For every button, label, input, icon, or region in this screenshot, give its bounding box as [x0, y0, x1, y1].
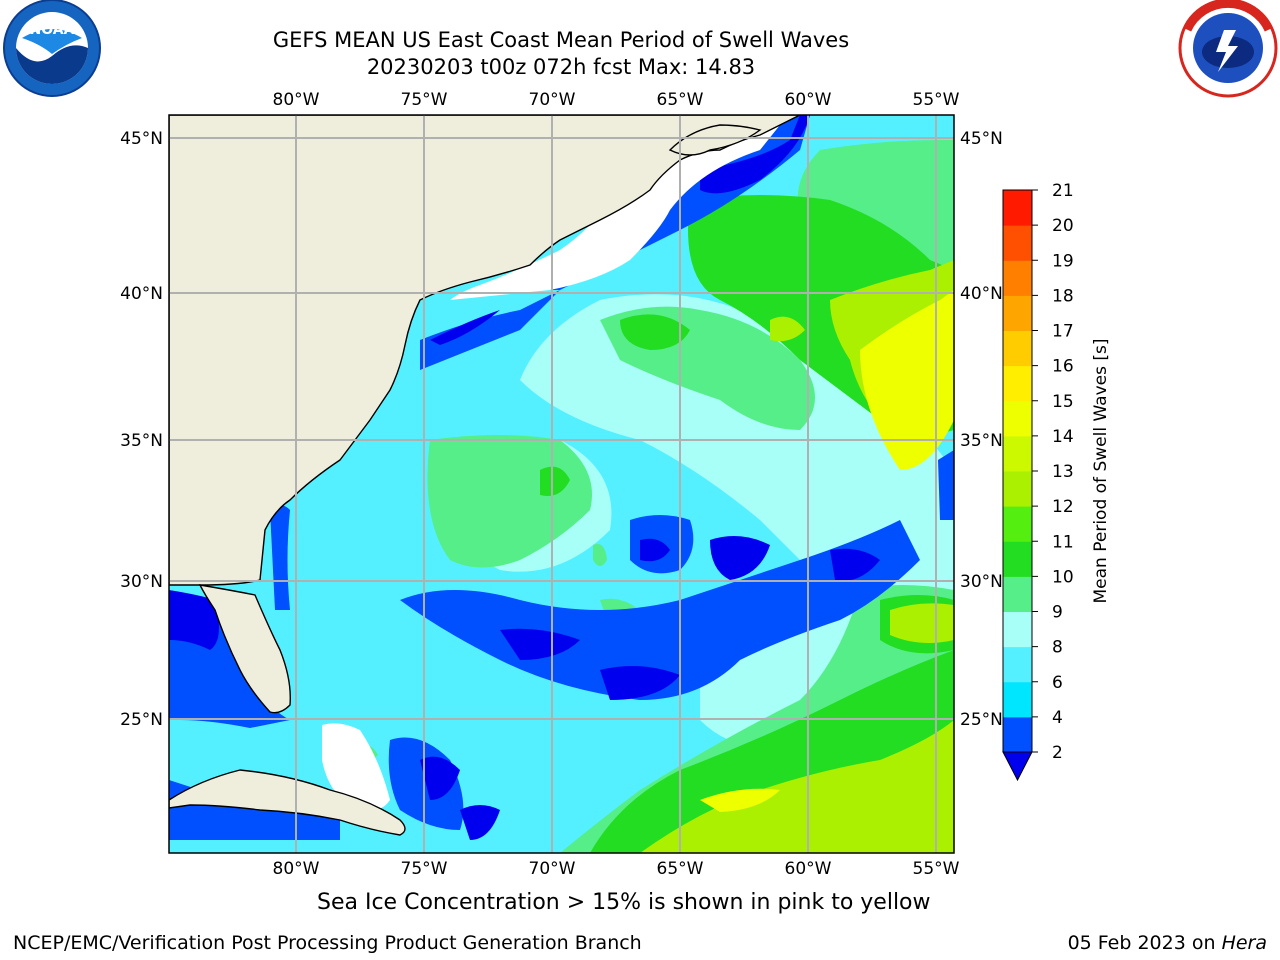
- colorbar-segment: [1003, 400, 1032, 437]
- colorbar-tick-label: 4: [1052, 708, 1063, 728]
- lat-label: 35°N: [960, 431, 1003, 451]
- lon-label: 75°W: [401, 90, 448, 110]
- colorbar-segment: [1003, 295, 1032, 331]
- colorbar-segment: [1003, 541, 1032, 577]
- chart-subtitle: 20230203 t00z 072h fcst Max: 14.83: [366, 55, 756, 79]
- lat-label: 40°N: [960, 284, 1003, 304]
- colorbar-extend-arrow: [1002, 751, 1033, 782]
- lon-label: 80°W: [273, 859, 320, 879]
- colorbar-segment: [1003, 471, 1032, 507]
- lat-label: 30°N: [120, 572, 163, 592]
- colorbar-segment: [1003, 190, 1032, 226]
- colorbar-tick-label: 12: [1052, 497, 1074, 517]
- lon-label: 55°W: [913, 90, 960, 110]
- map-area: [169, 115, 954, 853]
- footer-date-text: 05 Feb 2023 on: [1067, 932, 1222, 954]
- colorbar-tick-label: 11: [1052, 532, 1074, 552]
- lon-labels-top: 80°W 75°W 70°W 65°W 60°W 55°W: [273, 90, 960, 110]
- colorbar-segment: [1003, 330, 1032, 367]
- footer-date: 05 Feb 2023 on Hera: [1068, 932, 1267, 954]
- colorbar-tick-label: 14: [1052, 427, 1074, 447]
- map-frame: [168, 114, 955, 854]
- footer-machine: Hera: [1221, 932, 1267, 954]
- nws-logo: [1178, 0, 1278, 98]
- colorbar-segment: [1003, 260, 1032, 296]
- colorbar-tick-label: 2: [1052, 743, 1063, 763]
- land: [169, 115, 801, 836]
- colorbar-tick-label: 20: [1052, 216, 1074, 236]
- colorbar-tick-label: 19: [1052, 251, 1074, 271]
- colorbar-tick-label: 18: [1052, 286, 1074, 306]
- noaa-logo-text: NOAA: [30, 22, 75, 38]
- colorbar-segment: [1003, 365, 1032, 402]
- colorbar-tick-label: 21: [1052, 181, 1074, 201]
- lon-label: 60°W: [785, 90, 832, 110]
- colorbar-segment: [1003, 435, 1032, 472]
- graticule: [169, 115, 954, 853]
- colorbar-segment: [1003, 681, 1032, 718]
- lon-label: 65°W: [657, 859, 704, 879]
- lon-label: 70°W: [529, 90, 576, 110]
- colorbar-segment: [1003, 611, 1032, 648]
- colorbar-tick-label: 8: [1052, 638, 1063, 658]
- colorbar-tick-label: 10: [1052, 567, 1074, 587]
- colorbar-segment: [1003, 646, 1032, 683]
- colorbar-segment: [1003, 506, 1032, 542]
- lon-label: 70°W: [529, 859, 576, 879]
- swell-period-13-15: [700, 290, 954, 812]
- lon-label: 55°W: [913, 859, 960, 879]
- lat-label: 35°N: [120, 431, 163, 451]
- colorbar-tick-label: 6: [1052, 673, 1063, 693]
- lon-label: 60°W: [785, 859, 832, 879]
- footer-credit: NCEP/EMC/Verification Post Processing Pr…: [13, 932, 642, 954]
- colorbar-tick-label: 15: [1052, 392, 1074, 412]
- lat-label: 25°N: [120, 710, 163, 730]
- colorbar: 2 4 6 8 9 10 11 12 13 14 15 16 17 18 19 20 21: [1002, 181, 1074, 782]
- lon-label: 80°W: [273, 90, 320, 110]
- lon-labels-bottom: 80°W 75°W 70°W 65°W 60°W 55°W: [273, 859, 960, 879]
- colorbar-segment: [1003, 716, 1032, 753]
- colorbar-segment: [1003, 225, 1032, 261]
- colorbar-tick-label: 9: [1052, 603, 1063, 623]
- lat-label: 45°N: [120, 129, 163, 149]
- colorbar-segment: [1003, 576, 1032, 612]
- colorbar-tick-label: 17: [1052, 322, 1074, 342]
- colorbar-tick-label: 13: [1052, 462, 1074, 482]
- lon-label: 75°W: [401, 859, 448, 879]
- ice-note: Sea Ice Concentration > 15% is shown in …: [317, 890, 931, 915]
- lat-label: 40°N: [120, 284, 163, 304]
- colorbar-label: Mean Period of Swell Waves [s]: [1091, 339, 1111, 604]
- noaa-logo: NOAA: [3, 0, 101, 97]
- swell-period-below-2: [169, 115, 880, 840]
- chart-title: GEFS MEAN US East Coast Mean Period of S…: [272, 28, 850, 52]
- lat-labels-left: 45°N 40°N 35°N 30°N 25°N: [120, 129, 163, 730]
- lat-label: 45°N: [960, 129, 1003, 149]
- lat-labels-right: 45°N 40°N 35°N 30°N 25°N: [960, 129, 1003, 730]
- lon-label: 65°W: [657, 90, 704, 110]
- lat-label: 30°N: [960, 572, 1003, 592]
- lat-label: 25°N: [960, 710, 1003, 730]
- colorbar-tick-label: 16: [1052, 357, 1074, 377]
